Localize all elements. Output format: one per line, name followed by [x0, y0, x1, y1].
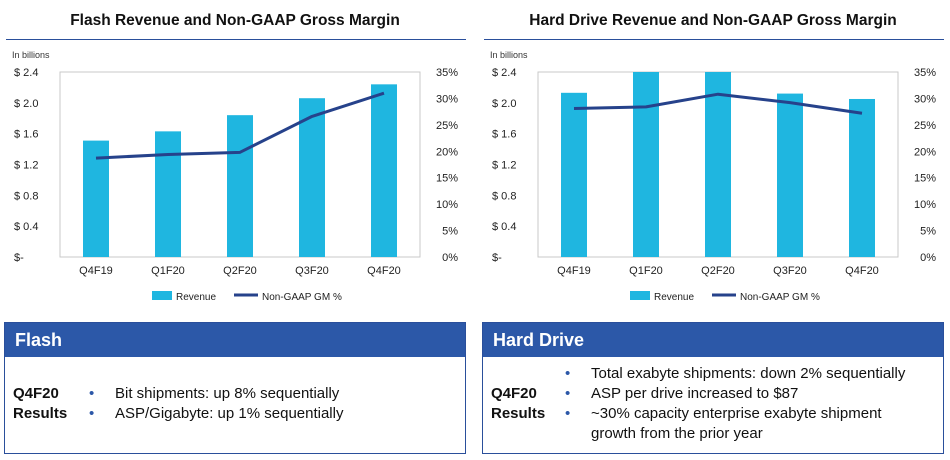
bullet-icon: •: [89, 405, 95, 422]
y-left-tick-label: $-: [492, 252, 502, 264]
list-item: • ASP/Gigabyte: up 1% sequentially: [89, 404, 449, 424]
y-left-tick-label: $ 1.6: [492, 129, 516, 141]
bullet-icon: •: [565, 385, 571, 402]
results-label-line1: Q4F20: [13, 385, 59, 402]
x-tick-label: Q3F20: [773, 265, 807, 277]
y-left-tick-label: $ 0.4: [14, 221, 38, 233]
revenue-bar: [155, 131, 181, 257]
hdd-chart-panel: Hard Drive Revenue and Non-GAAP Gross Ma…: [478, 0, 948, 320]
flash-revenue-chart: In billions $- $ 0.4 $ 0.8 $ 1.2 $ 1.6 $ 2.0 $ …: [12, 50, 458, 303]
x-tick-label: Q2F20: [223, 265, 257, 277]
y-right-tick-label: 30%: [914, 93, 936, 105]
revenue-bar: [83, 140, 109, 257]
x-tick-label: Q4F20: [845, 265, 879, 277]
y-right-tick-label: 5%: [920, 226, 936, 238]
revenue-bar: [371, 84, 397, 257]
hdd-revenue-chart: In billions $- $ 0.4 $ 0.8 $ 1.2 $ 1.6 $ 2.0 $ …: [490, 50, 936, 303]
x-tick-label: Q3F20: [295, 265, 329, 277]
y-left-tick-label: $ 2.0: [492, 98, 516, 110]
list-item: • ASP per drive increased to $87: [565, 384, 925, 404]
list-item: • Bit shipments: up 8% sequentially: [89, 384, 449, 404]
revenue-bar: [705, 72, 731, 257]
x-tick-label: Q2F20: [701, 265, 735, 277]
legend-revenue-label: Revenue: [654, 292, 694, 303]
unit-note: In billions: [12, 50, 50, 60]
title-divider: [484, 39, 944, 40]
bullet-text: ASP/Gigabyte: up 1% sequentially: [115, 405, 344, 422]
y-left-tick-label: $ 0.8: [14, 190, 38, 202]
chart-title: Flash Revenue and Non-GAAP Gross Margin: [70, 12, 400, 29]
title-divider: [6, 39, 466, 40]
x-tick-label: Q4F19: [557, 265, 591, 277]
y-right-tick-label: 15%: [436, 173, 458, 185]
legend-revenue-swatch: [630, 291, 650, 300]
bullet-list: • Total exabyte shipments: down 2% sequen…: [565, 364, 925, 444]
revenue-bar: [227, 115, 253, 258]
x-tick-label: Q4F20: [367, 265, 401, 277]
y-right-tick-label: 0%: [442, 252, 458, 264]
y-right-tick-label: 20%: [914, 146, 936, 158]
x-tick-label: Q1F20: [629, 265, 663, 277]
y-right-tick-label: 15%: [914, 173, 936, 185]
bullet-text: Bit shipments: up 8% sequentially: [115, 385, 340, 402]
flash-chart-panel: Flash Revenue and Non-GAAP Gross Margin …: [0, 0, 470, 320]
revenue-bar: [849, 98, 875, 257]
revenue-bar: [299, 98, 325, 257]
x-tick-label: Q4F19: [79, 265, 113, 277]
box-header: Hard Drive: [483, 323, 943, 357]
legend-gm-label: Non-GAAP GM %: [262, 292, 342, 303]
flash-results-box: Flash Q4F20 Results • Bit shipments: up 8…: [4, 322, 466, 454]
bullet-text: Total exabyte shipments: down 2% sequent…: [591, 365, 906, 382]
y-left-tick-label: $ 1.2: [492, 160, 516, 172]
legend-revenue-label: Revenue: [176, 292, 216, 303]
gross-margin-line: [573, 92, 863, 115]
y-left-tick-label: $ 2.4: [14, 67, 38, 79]
bullet-list: • Bit shipments: up 8% sequentially • ASP/…: [89, 384, 449, 424]
box-header: Flash: [5, 323, 465, 357]
x-tick-label: Q1F20: [151, 265, 185, 277]
y-right-tick-label: 25%: [436, 120, 458, 132]
chart-title: Hard Drive Revenue and Non-GAAP Gross Ma…: [529, 12, 897, 29]
bullet-icon: •: [565, 405, 571, 422]
revenue-bar: [561, 92, 587, 257]
y-right-tick-label: 5%: [442, 226, 458, 238]
y-left-tick-label: $ 0.4: [492, 221, 516, 233]
bullet-text: ~30% capacity enterprise exabyte shipmen…: [591, 405, 882, 442]
list-item: • ~30% capacity enterprise exabyte shipme…: [565, 404, 925, 444]
legend-gm-label: Non-GAAP GM %: [740, 292, 820, 303]
bullet-text: ASP per drive increased to $87: [591, 385, 799, 402]
revenue-bar: [777, 93, 803, 257]
hdd-results-box: Hard Drive Q4F20 Results • Total exabyte …: [482, 322, 944, 454]
y-right-tick-label: 35%: [436, 67, 458, 79]
y-left-tick-label: $ 1.6: [14, 129, 38, 141]
y-left-tick-label: $ 0.8: [492, 190, 516, 202]
revenue-bar: [633, 72, 659, 257]
gross-margin-line: [95, 91, 385, 160]
results-label-line2: Results: [491, 405, 546, 422]
bullet-icon: •: [565, 365, 571, 382]
y-right-tick-label: 20%: [436, 146, 458, 158]
y-left-tick-label: $-: [14, 252, 24, 264]
results-label-line2: Results: [13, 405, 68, 422]
y-left-tick-label: $ 2.0: [14, 98, 38, 110]
legend-revenue-swatch: [152, 291, 172, 300]
bullet-icon: •: [89, 385, 95, 402]
y-right-tick-label: 30%: [436, 93, 458, 105]
y-right-tick-label: 10%: [436, 199, 458, 211]
unit-note: In billions: [490, 50, 528, 60]
y-left-tick-label: $ 1.2: [14, 160, 38, 172]
y-right-tick-label: 25%: [914, 120, 936, 132]
list-item: • Total exabyte shipments: down 2% sequen…: [565, 364, 925, 384]
results-label-line1: Q4F20: [491, 385, 537, 402]
y-right-tick-label: 35%: [914, 67, 936, 79]
y-right-tick-label: 0%: [920, 252, 936, 264]
y-right-tick-label: 10%: [914, 199, 936, 211]
y-left-tick-label: $ 2.4: [492, 67, 516, 79]
